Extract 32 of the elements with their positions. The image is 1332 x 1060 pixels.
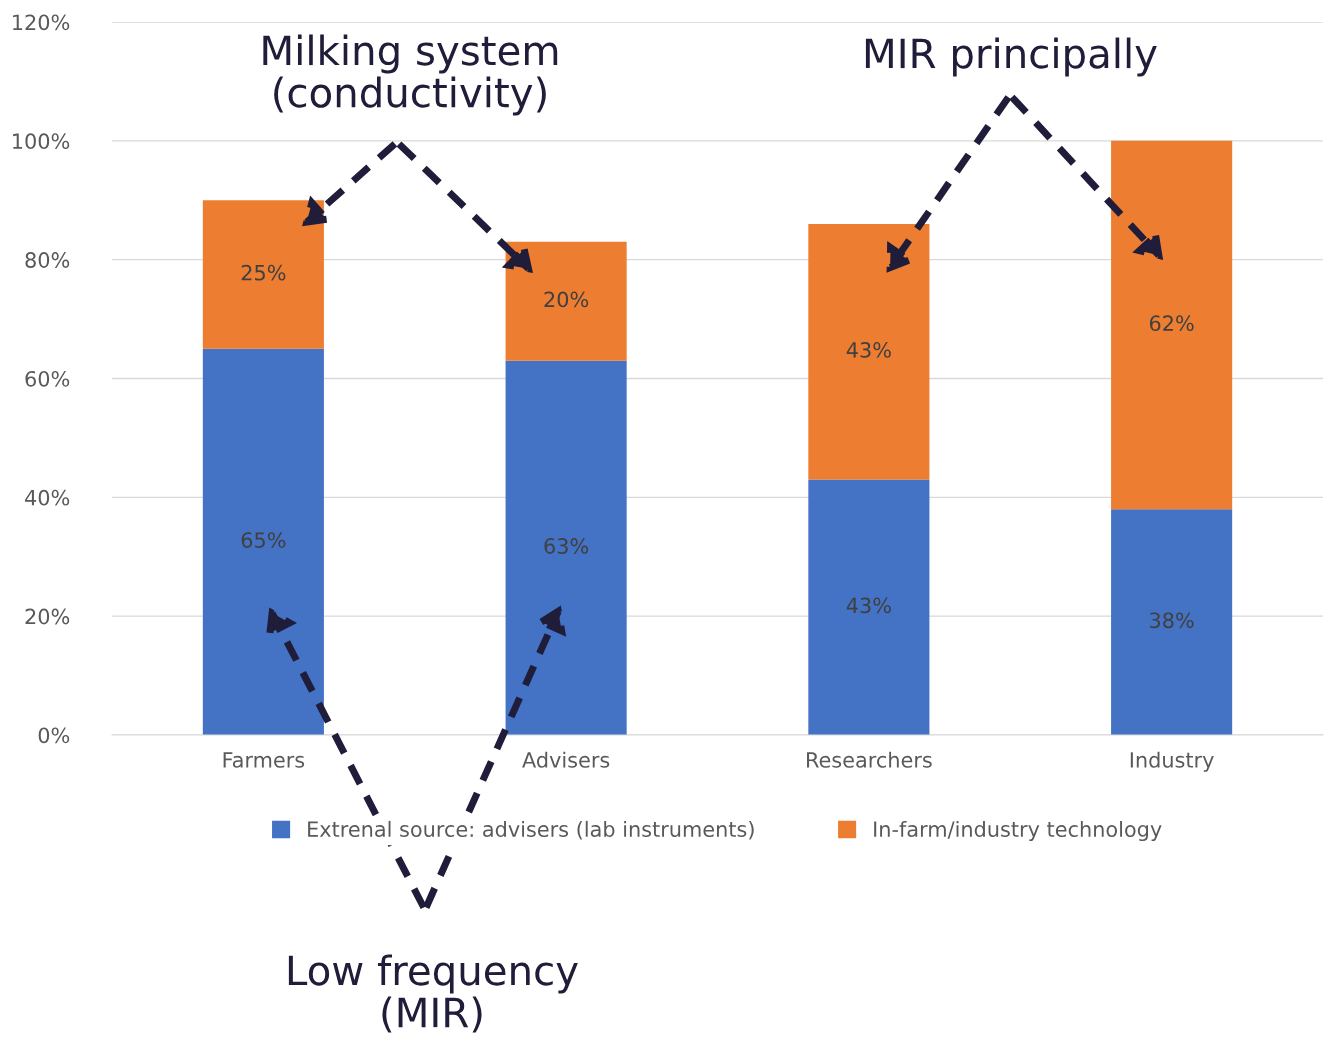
y-tick-label: 100%	[13, 133, 70, 150]
bar	[202, 200, 324, 349]
data-label: 62%	[1149, 315, 1194, 332]
y-tick-label: 120%	[13, 14, 70, 31]
y-tick-label: 0%	[38, 727, 70, 744]
y-tick-label: 20%	[25, 608, 70, 625]
data-label: 65%	[241, 532, 286, 548]
x-tick-label: Industry	[1130, 751, 1214, 772]
data-label: 43%	[846, 597, 891, 614]
bar	[808, 224, 930, 480]
bar	[202, 348, 324, 735]
bar	[505, 241, 627, 361]
bar	[1111, 140, 1233, 510]
data-label: 20%	[544, 291, 589, 308]
x-tick-label: Researchers	[807, 751, 932, 768]
bar	[505, 360, 627, 735]
bar	[1111, 509, 1233, 735]
y-tick-label: 40%	[25, 489, 70, 506]
bar	[808, 479, 930, 735]
text: Low frequency (MIR)	[288, 954, 578, 1033]
data-label: 43%	[846, 342, 891, 358]
x-tick-label: Advisers	[522, 751, 610, 768]
data-label: 25%	[241, 264, 286, 281]
x-tick-label: Farmers	[223, 752, 305, 768]
y-tick-label: 60%	[25, 370, 70, 387]
legend-label: In-farm/industry technology	[874, 820, 1162, 842]
data-label: 63%	[544, 538, 589, 554]
data-label: 38%	[1150, 612, 1194, 629]
annotation: MIR principally	[865, 37, 1157, 77]
y-tick-label: 80%	[25, 252, 70, 268]
annotation: Milking system (conductivity)	[263, 34, 558, 116]
legend-label: Extrenal source: advisers (lab instruments)	[308, 820, 754, 840]
